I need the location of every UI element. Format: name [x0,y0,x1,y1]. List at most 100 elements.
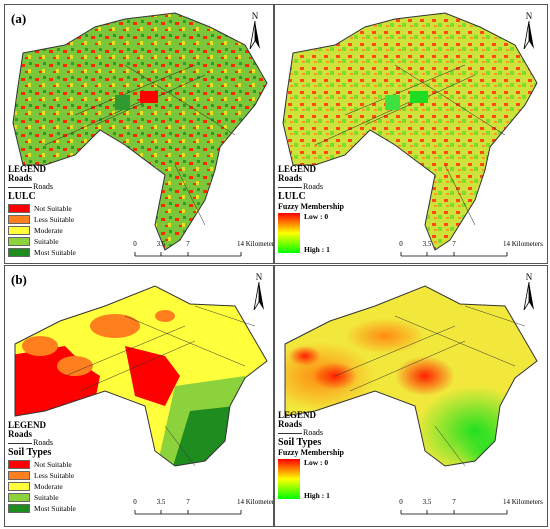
map-panel-lulc-categorical: (a) N LEGEND Roads Roads LULC Not Suitab… [4,4,274,264]
legend-gradient-swatch [278,213,300,253]
map-legend: LEGEND Roads Roads Soil Types Fuzzy Memb… [278,411,344,499]
scale-tick-label: 7 [186,240,190,248]
scale-bar: 0 3.5 7 14 Kilometers [133,498,273,518]
map-legend: LEGEND Roads Roads Soil Types Not Suitab… [8,421,76,513]
north-arrow-icon [523,281,534,311]
study-area-boundary [282,12,538,251]
legend-category-item: Moderate [8,482,76,491]
legend-category-label: Less Suitable [34,214,75,224]
scale-bar: 0 3.5 7 14 Kilometers [399,498,543,518]
legend-category-label: Most Suitable [34,247,76,257]
legend-roads-item: Roads [8,439,76,447]
scale-bar: 0 3.5 7 14 Kilometers [399,240,543,260]
legend-swatch [8,237,30,246]
legend-category-item: Moderate [8,226,76,235]
north-arrow: N [253,272,265,315]
scale-bar-ruler [400,252,508,257]
scale-tick-label: 7 [186,498,190,506]
lulc-categorical-map [12,12,268,251]
legend-category-item: Not Suitable [8,460,76,469]
map-panel-soil-fuzzy: N LEGEND Roads Roads Soil Types Fuzzy Me… [274,265,548,527]
scale-tick-label: 3.5 [156,240,166,248]
legend-gradient: Low : 0 High : 1 [278,459,344,499]
scale-tick-label: 3.5 [422,240,432,248]
legend-roads-item: Roads [278,429,344,437]
legend-category-label: Not Suitable [34,459,72,469]
scale-bar-ruler [134,510,242,515]
map-panel-lulc-fuzzy: N LEGEND Roads Roads LULC Fuzzy Membersh… [274,4,548,264]
legend-swatch [8,504,30,513]
legend-swatch [8,471,30,480]
legend-title: LEGEND [8,420,47,430]
legend-category-label: Not Suitable [34,203,72,213]
scale-tick-label: 14 Kilometers [503,240,543,248]
legend-high-label: High : 1 [304,490,330,500]
legend-layer-title: LULC [8,191,36,202]
legend-title: LEGEND [278,164,317,174]
legend-category-label: Less Suitable [34,470,75,480]
legend-category-label: Moderate [34,225,63,235]
legend-gradient-swatch [278,459,300,499]
legend-title: LEGEND [8,164,47,174]
legend-layer-title: Soil Types [278,437,322,448]
legend-swatch [8,460,30,469]
legend-layer-title: Soil Types [8,447,52,458]
legend-category-item: Most Suitable [8,248,76,257]
legend-roads-header: Roads [278,419,303,429]
scale-bar: 0 3.5 7 14 Kilometers [133,240,273,260]
scale-tick-label: 7 [452,240,456,248]
lulc-fuzzy-map [282,12,538,251]
scale-tick-label: 0 [133,498,137,506]
scale-tick-label: 0 [133,240,137,248]
map-panel-soil-categorical: (b) N LEGEND Roads Roads Soil Types Not … [4,265,274,527]
map-legend: LEGEND Roads Roads LULC Fuzzy Membership… [278,165,344,253]
scale-tick-label: 14 Kilometers [237,498,274,506]
soil-categorical-map [14,285,268,467]
north-arrow-icon [523,20,534,50]
north-arrow-icon [249,20,260,50]
legend-category-item: Suitable [8,493,76,502]
north-arrow: N [523,272,535,315]
legend-gradient-title: Fuzzy Membership [278,448,344,457]
legend-category-item: Most Suitable [8,504,76,513]
legend-swatch [8,482,30,491]
scale-tick-label: 0 [399,240,403,248]
legend-gradient-title: Fuzzy Membership [278,202,344,211]
legend-swatch [8,226,30,235]
legend-category-item: Less Suitable [8,215,76,224]
legend-roads-item: Roads [8,183,76,191]
scale-bar-ruler [134,252,242,257]
legend-category-label: Suitable [34,236,59,246]
scale-tick-label: 0 [399,498,403,506]
legend-high-label: High : 1 [304,244,330,254]
legend-title: LEGEND [278,410,317,420]
legend-category-item: Not Suitable [8,204,76,213]
legend-gradient: Low : 0 High : 1 [278,213,344,253]
study-area-boundary [284,285,538,467]
legend-roads-item: Roads [278,183,344,191]
legend-category-item: Less Suitable [8,471,76,480]
scale-bar-ruler [400,510,508,515]
soil-fuzzy-map [284,285,538,467]
legend-swatch [8,248,30,257]
legend-category-label: Most Suitable [34,503,76,513]
north-arrow: N [523,11,535,54]
legend-low-label: Low : 0 [304,458,329,467]
legend-roads-header: Roads [8,173,33,183]
legend-low-label: Low : 0 [304,212,329,221]
legend-roads-header: Roads [8,429,33,439]
legend-category-label: Moderate [34,481,63,491]
legend-swatch [8,215,30,224]
scale-tick-label: 14 Kilometers [237,240,274,248]
legend-category-item: Suitable [8,237,76,246]
north-arrow-icon [253,281,264,311]
scale-tick-label: 3.5 [422,498,432,506]
study-area-boundary [14,285,268,467]
map-legend: LEGEND Roads Roads LULC Not Suitable Less… [8,165,76,257]
legend-layer-title: LULC [278,191,306,202]
scale-tick-label: 3.5 [156,498,166,506]
legend-swatch [8,493,30,502]
panel-label: (b) [11,272,27,287]
legend-swatch [8,204,30,213]
legend-category-label: Suitable [34,492,59,502]
